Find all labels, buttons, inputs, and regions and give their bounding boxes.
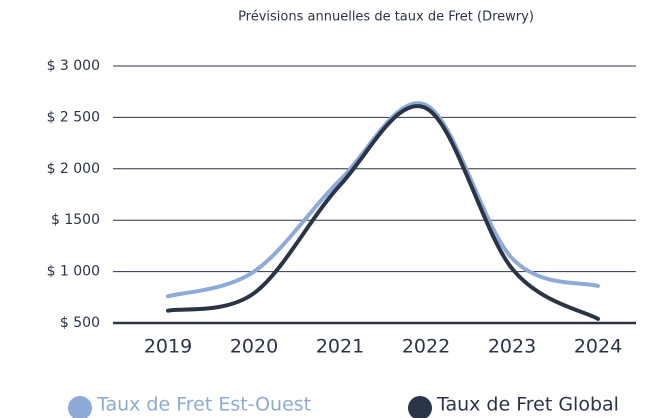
x-tick-label: 2020: [230, 336, 278, 358]
y-tick-label: $ 1 000: [47, 264, 100, 280]
legend-label: Taux de Fret Est-Ouest: [96, 394, 311, 416]
x-tick-label: 2019: [144, 336, 192, 358]
x-tick-label: 2021: [316, 336, 364, 358]
y-tick-label: $ 2 000: [47, 161, 100, 177]
chart-title: Prévisions annuelles de taux de Fret (Dr…: [238, 10, 534, 25]
y-tick-label: $ 3 000: [47, 58, 100, 74]
legend-label: Taux de Fret Global: [436, 394, 619, 416]
legend-swatch: [68, 396, 92, 418]
y-tick-label: $ 2 500: [47, 109, 100, 125]
x-tick-label: 2024: [574, 336, 622, 358]
legend-swatch: [408, 396, 432, 418]
x-tick-label: 2023: [488, 336, 536, 358]
y-tick-label: $ 1500: [51, 212, 100, 228]
x-tick-label: 2022: [402, 336, 450, 358]
y-tick-label: $ 500: [60, 315, 100, 331]
line: [166, 104, 600, 321]
